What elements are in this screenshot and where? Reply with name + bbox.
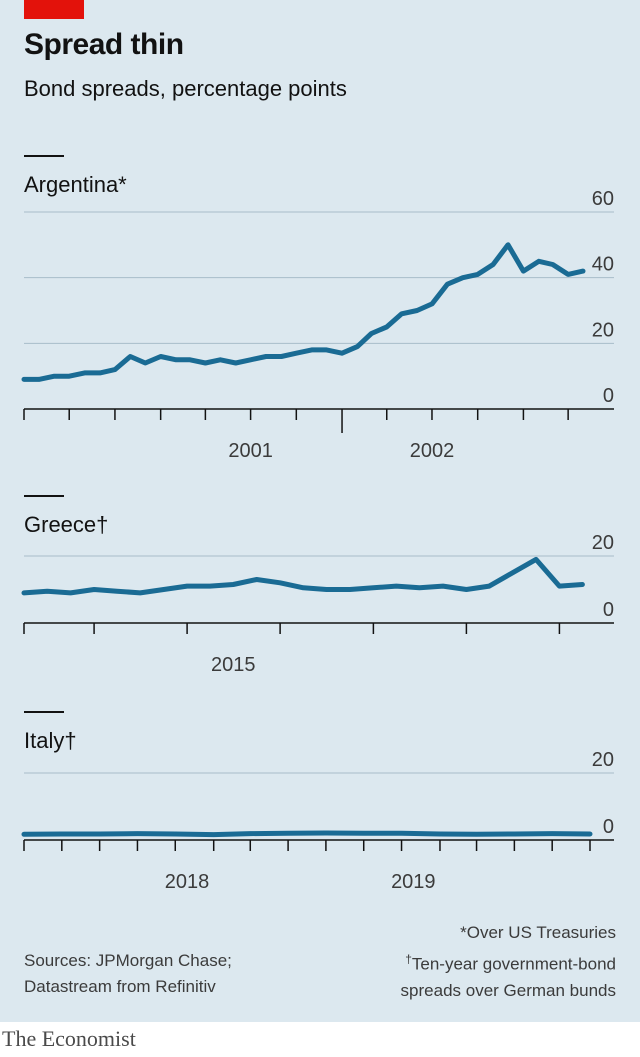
italy-xtick-label: 2019 — [391, 871, 436, 893]
sources-line1: Sources: JPMorgan Chase; — [24, 951, 232, 970]
argentina-ytick-label: 60 — [592, 188, 614, 210]
argentina-ytick-label: 20 — [592, 319, 614, 341]
greece-xtick-label: 2015 — [211, 654, 256, 676]
footnote-bunds-line2: spreads over German bunds — [400, 980, 616, 1000]
greece-chart-title: Greece† — [24, 512, 108, 537]
sources-line2: Datastream from Refinitiv — [24, 977, 216, 996]
footnotes: *Over US Treasuries †Ten-year government… — [401, 920, 616, 1004]
argentina-xtick-label: 2002 — [410, 440, 455, 462]
italy-ytick-label: 0 — [603, 816, 614, 838]
brand-logo: The Economist — [2, 1026, 136, 1051]
sources: Sources: JPMorgan Chase; Datastream from… — [24, 948, 232, 1000]
italy-chart-title: Italy† — [24, 728, 77, 753]
argentina-ytick-label: 40 — [592, 254, 614, 276]
argentina-series-line — [21, 242, 586, 382]
italy-xtick-label: 2018 — [165, 871, 210, 893]
chart-subtitle: Bond spreads, percentage points — [24, 76, 347, 101]
argentina-chart-title: Argentina* — [24, 172, 127, 197]
greece-ytick-label: 20 — [592, 532, 614, 554]
footnote-bunds-text: Ten-year government-bond — [411, 954, 616, 974]
italy-ytick-label: 20 — [592, 749, 614, 771]
argentina-ytick-label: 0 — [603, 385, 614, 407]
footnote-treasuries: *Over US Treasuries — [460, 923, 616, 942]
footnote-bunds-line1: †Ten-year government-bond — [401, 946, 616, 978]
chart-panel — [0, 0, 640, 1022]
dagger-mark: † — [405, 952, 412, 966]
italy-series-line — [21, 830, 593, 838]
greece-series-line — [21, 556, 585, 596]
charts-svg: Argentina* 0 20 40 60 2001 2002 Greece† 0 20 2015 I… — [21, 155, 614, 893]
argentina-xtick-label: 2001 — [228, 440, 273, 462]
brand-red-tag — [24, 0, 84, 19]
greece-ytick-label: 0 — [603, 599, 614, 621]
chart-title: Spread thin — [24, 28, 184, 61]
